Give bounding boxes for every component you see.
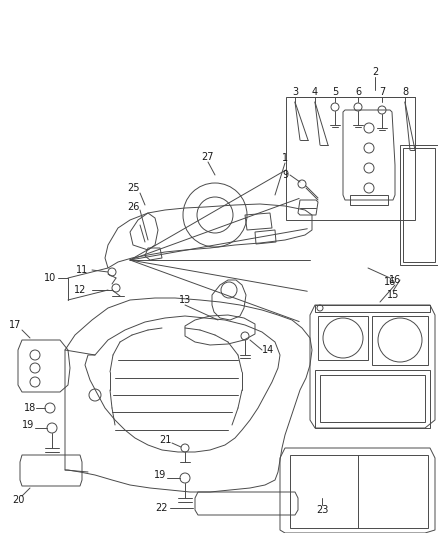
Text: 21: 21: [159, 435, 171, 445]
Text: 9: 9: [282, 170, 288, 180]
Text: 18: 18: [24, 403, 36, 413]
Text: 1: 1: [282, 153, 288, 163]
Text: 3: 3: [292, 87, 298, 97]
Text: 19: 19: [154, 470, 166, 480]
Text: 23: 23: [316, 505, 328, 515]
Text: 14: 14: [262, 345, 274, 355]
Text: 16: 16: [384, 277, 396, 287]
Text: 4: 4: [312, 87, 318, 97]
Text: 6: 6: [355, 87, 361, 97]
Text: 12: 12: [74, 285, 86, 295]
Text: 11: 11: [76, 265, 88, 275]
Text: 27: 27: [202, 152, 214, 162]
Text: 10: 10: [44, 273, 56, 283]
Text: 22: 22: [156, 503, 168, 513]
Text: 15: 15: [387, 290, 399, 300]
Text: 5: 5: [332, 87, 338, 97]
Text: 7: 7: [379, 87, 385, 97]
Text: 16: 16: [389, 275, 401, 285]
Text: 13: 13: [179, 295, 191, 305]
Text: 26: 26: [127, 202, 139, 212]
Text: 17: 17: [9, 320, 21, 330]
Text: 2: 2: [372, 67, 378, 77]
Text: 20: 20: [12, 495, 24, 505]
Text: 19: 19: [22, 420, 34, 430]
Text: 8: 8: [402, 87, 408, 97]
Text: 25: 25: [127, 183, 139, 193]
